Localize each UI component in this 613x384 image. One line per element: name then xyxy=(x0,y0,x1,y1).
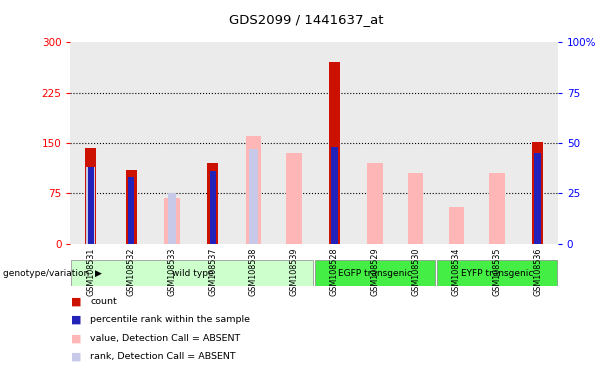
Text: EGFP transgenic: EGFP transgenic xyxy=(338,268,412,278)
Text: ■: ■ xyxy=(70,352,81,362)
Bar xyxy=(315,260,435,286)
Text: EYFP transgenic: EYFP transgenic xyxy=(461,268,533,278)
Text: GSM108528: GSM108528 xyxy=(330,248,339,296)
Bar xyxy=(286,153,302,244)
Bar xyxy=(210,171,216,244)
Text: rank, Detection Call = ABSENT: rank, Detection Call = ABSENT xyxy=(90,352,236,361)
Bar xyxy=(246,136,261,244)
Bar xyxy=(532,142,543,244)
Bar xyxy=(88,167,94,244)
Bar xyxy=(126,170,137,244)
Bar xyxy=(489,173,504,244)
Text: GSM108530: GSM108530 xyxy=(411,248,420,296)
Bar xyxy=(329,62,340,244)
Text: GSM108535: GSM108535 xyxy=(492,248,501,296)
Text: GSM108533: GSM108533 xyxy=(167,248,177,296)
Bar xyxy=(449,207,464,244)
Bar xyxy=(249,149,257,244)
Text: ■: ■ xyxy=(70,296,81,306)
Bar xyxy=(71,260,313,286)
Bar xyxy=(408,173,424,244)
Bar xyxy=(167,194,177,244)
Bar xyxy=(164,198,180,244)
Bar xyxy=(128,177,134,244)
Text: GSM108529: GSM108529 xyxy=(371,248,379,296)
Text: ■: ■ xyxy=(70,315,81,325)
Text: GSM108539: GSM108539 xyxy=(289,248,299,296)
Bar xyxy=(535,153,541,244)
Text: GDS2099 / 1441637_at: GDS2099 / 1441637_at xyxy=(229,13,384,26)
Bar xyxy=(332,147,338,244)
Text: percentile rank within the sample: percentile rank within the sample xyxy=(90,315,250,324)
Bar xyxy=(85,148,96,244)
Text: GSM108536: GSM108536 xyxy=(533,248,542,296)
Text: GSM108538: GSM108538 xyxy=(249,248,257,296)
Text: count: count xyxy=(90,297,117,306)
Bar xyxy=(367,163,383,244)
Text: GSM108534: GSM108534 xyxy=(452,248,461,296)
Bar xyxy=(437,260,557,286)
Text: genotype/variation  ▶: genotype/variation ▶ xyxy=(3,268,102,278)
Text: ■: ■ xyxy=(70,333,81,343)
Text: value, Detection Call = ABSENT: value, Detection Call = ABSENT xyxy=(90,334,240,343)
Bar xyxy=(207,163,218,244)
Text: GSM108532: GSM108532 xyxy=(127,248,136,296)
Text: GSM108537: GSM108537 xyxy=(208,248,217,296)
Text: wild type: wild type xyxy=(172,268,213,278)
Bar xyxy=(86,167,95,244)
Text: GSM108531: GSM108531 xyxy=(86,248,95,296)
